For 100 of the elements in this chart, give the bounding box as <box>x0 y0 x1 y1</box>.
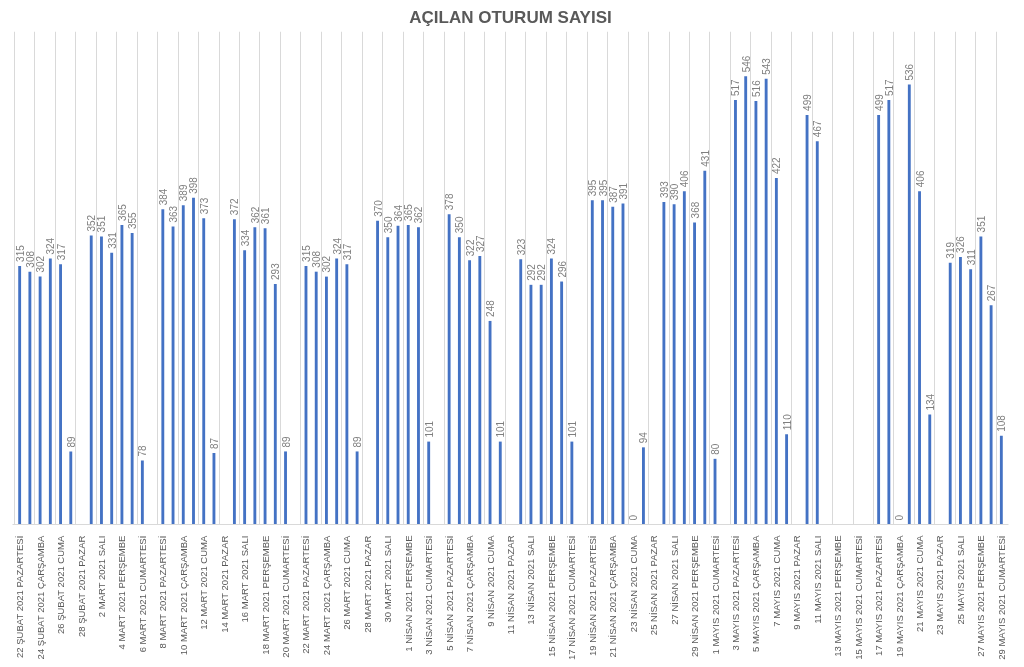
bar <box>130 233 134 525</box>
data-label: 546 <box>740 55 752 73</box>
data-label: 315 <box>300 244 312 262</box>
bar <box>590 200 594 525</box>
x-tick-label: 9 MAYIS 2021 PAZAR <box>791 535 803 630</box>
data-label: 389 <box>178 184 190 202</box>
bar <box>478 256 482 525</box>
data-label: 302 <box>35 255 47 273</box>
data-label: 536 <box>904 63 916 81</box>
data-label: 292 <box>536 263 548 281</box>
data-label: 292 <box>525 263 537 281</box>
bar <box>457 237 461 525</box>
data-label: 87 <box>208 437 220 450</box>
bar <box>468 260 472 525</box>
data-label: 398 <box>188 176 200 194</box>
x-tick-label: 11 MAYIS 2021 SALI <box>811 535 823 624</box>
data-label: 368 <box>689 201 701 219</box>
data-label: 323 <box>515 238 527 256</box>
data-label: 326 <box>955 235 967 253</box>
bar <box>979 236 983 525</box>
bar <box>427 441 431 525</box>
data-label: 365 <box>116 203 128 221</box>
x-tick-label: 1 NİSAN 2021 PERŞEMBE <box>402 535 414 652</box>
data-label: 101 <box>423 420 435 438</box>
bar <box>703 170 707 525</box>
bar <box>989 305 993 525</box>
x-tick-label: 19 NİSAN 2021 PAZARTESİ <box>586 535 598 657</box>
bar <box>284 451 287 525</box>
x-tick-label: 22 ŞUBAT 2021 PAZARTESİ <box>14 535 26 658</box>
data-label: 350 <box>382 216 394 234</box>
bar <box>243 250 247 525</box>
bar <box>406 224 410 525</box>
bar <box>140 460 144 525</box>
bar <box>314 271 318 525</box>
bar <box>642 447 645 525</box>
bar <box>355 451 359 525</box>
data-label: 351 <box>975 215 987 233</box>
data-label: 317 <box>55 243 67 261</box>
data-label: 89 <box>65 435 77 448</box>
data-label: 322 <box>464 239 476 257</box>
data-label: 516 <box>750 79 762 97</box>
x-tick-label: 6 MART 2021 CUMARTESİ <box>136 535 148 653</box>
data-label: 319 <box>945 241 957 259</box>
x-tick-label: 27 NİSAN 2021 SALI <box>668 535 680 625</box>
data-label: 350 <box>454 216 466 234</box>
x-tick-label: 26 MART 2021 CUMA <box>341 535 353 630</box>
bar <box>232 219 236 525</box>
x-tick-label: 24 MART 2021 ÇARŞAMBA <box>320 535 332 656</box>
bar <box>263 228 267 525</box>
data-label: 267 <box>986 284 998 302</box>
bar <box>672 204 676 525</box>
x-tick-label: 16 MART 2021 SALI <box>239 535 251 623</box>
data-label: 406 <box>914 170 926 188</box>
data-label: 352 <box>86 214 98 232</box>
data-label: 248 <box>485 299 497 317</box>
bar <box>181 205 185 525</box>
x-tick-label: 18 MART 2021 PERŞEMBE <box>259 535 271 655</box>
x-tick-label: 10 MART 2021 ÇARŞAMBA <box>177 535 189 656</box>
x-tick-label: 3 NİSAN 2021 CUMARTESİ <box>423 535 435 655</box>
data-label: 315 <box>14 244 26 262</box>
x-tick-label: 23 MAYIS 2021 PAZAR <box>934 535 946 635</box>
bar <box>100 236 103 525</box>
x-tick-label: 19 MAYIS 2021 ÇARŞAMBA <box>893 534 905 658</box>
x-tick-label: 9 NİSAN 2021 CUMA <box>484 534 496 627</box>
data-label: 395 <box>587 179 599 197</box>
data-label: 355 <box>127 211 139 230</box>
data-label: 431 <box>699 149 711 167</box>
x-tick-label: 15 MAYIS 2021 CUMARTESİ <box>852 535 864 660</box>
data-label: 296 <box>556 260 568 278</box>
x-tick-label: 4 MART 2021 PERŞEMBE <box>116 535 128 650</box>
bar <box>570 441 574 525</box>
x-tick-label: 30 MART 2021 SALI <box>382 535 394 623</box>
data-label: 351 <box>96 215 108 233</box>
data-label: 387 <box>607 185 619 203</box>
bar <box>192 197 195 525</box>
x-tick-label: 21 NİSAN 2021 ÇARŞAMBA <box>607 534 619 658</box>
x-tick-label: 28 ŞUBAT 2021 PAZAR <box>75 535 87 638</box>
bar <box>89 235 93 525</box>
data-label: 324 <box>45 237 57 255</box>
bar <box>948 262 952 525</box>
x-tick-label: 13 NİSAN 2021 SALI <box>525 535 537 625</box>
bar <box>999 435 1003 525</box>
x-tick-label: 1 MAYIS 2021 CUMARTESİ <box>709 535 721 655</box>
data-label: 373 <box>198 197 210 215</box>
x-tick-label: 15 NİSAN 2021 PERŞEMBE <box>545 535 557 657</box>
bar <box>918 191 921 525</box>
bar <box>110 252 114 525</box>
data-label: 324 <box>331 237 343 255</box>
bar <box>928 414 932 525</box>
data-label: 324 <box>546 237 558 255</box>
x-tick-label: 28 MART 2021 PAZAR <box>361 535 373 633</box>
bar <box>662 201 666 525</box>
x-tick-label: 12 MART 2021 CUMA <box>198 535 210 630</box>
bar <box>38 276 42 525</box>
data-label: 94 <box>638 431 650 444</box>
data-label: 361 <box>260 207 272 225</box>
data-label: 327 <box>474 234 486 253</box>
data-label: 80 <box>710 443 722 455</box>
bar <box>734 100 737 525</box>
bar <box>273 283 277 525</box>
